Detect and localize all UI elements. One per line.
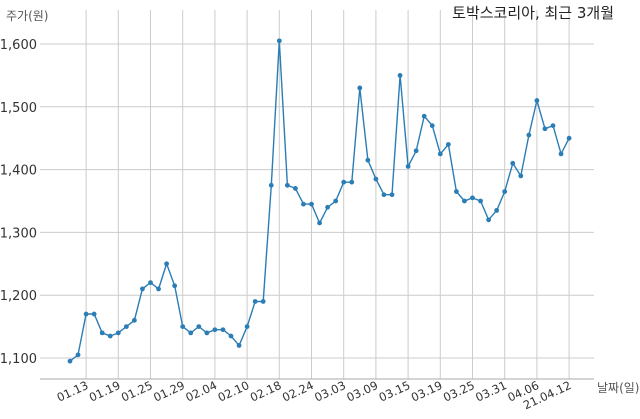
grid xyxy=(40,10,594,379)
chart-title: 토박스코리아, 최근 3개월 xyxy=(452,4,614,22)
data-point xyxy=(373,176,379,182)
x-tick-label: 03.31 xyxy=(473,378,509,405)
x-tick-label: 01.19 xyxy=(87,378,123,405)
data-point xyxy=(349,179,355,185)
data-point xyxy=(196,324,202,329)
x-tick-label: 02.04 xyxy=(183,378,219,405)
x-tick-labels: 01.1301.1901.2501.2902.0402.1002.1802.24… xyxy=(55,378,574,412)
x-tick-label: 03.09 xyxy=(344,378,380,405)
data-point xyxy=(172,283,178,289)
data-point xyxy=(75,352,81,358)
data-point xyxy=(276,38,282,44)
data-point xyxy=(180,324,186,329)
data-point xyxy=(413,148,419,154)
data-point xyxy=(293,186,298,191)
price-line xyxy=(69,40,570,362)
data-point xyxy=(284,182,290,188)
data-point xyxy=(365,157,371,163)
data-point xyxy=(325,204,330,210)
data-point xyxy=(309,201,314,207)
data-point xyxy=(542,126,548,132)
data-point xyxy=(244,324,250,329)
y-tick-label: 1,100 xyxy=(0,352,37,367)
data-point xyxy=(228,333,234,339)
data-point xyxy=(454,189,459,194)
data-point xyxy=(526,132,532,138)
data-point xyxy=(494,208,500,213)
data-point xyxy=(260,299,266,304)
data-point xyxy=(566,135,572,141)
data-point xyxy=(204,330,210,336)
data-point xyxy=(236,343,242,348)
data-point xyxy=(558,151,564,157)
x-tick-label: 03.19 xyxy=(409,378,445,405)
data-point xyxy=(212,327,218,333)
x-tick-label: 01.25 xyxy=(119,378,155,405)
data-point xyxy=(486,217,491,223)
data-point xyxy=(107,333,113,339)
data-point xyxy=(357,85,363,91)
x-tick-label: 02.24 xyxy=(280,378,316,405)
data-point xyxy=(550,123,556,129)
data-point xyxy=(99,330,105,336)
price-points xyxy=(67,38,572,364)
data-point xyxy=(462,198,467,204)
data-point xyxy=(148,280,153,286)
data-point xyxy=(389,192,395,198)
data-point xyxy=(341,179,347,185)
data-point xyxy=(510,160,516,166)
data-point xyxy=(437,151,443,157)
data-point xyxy=(164,261,170,267)
y-tick-label: 1,300 xyxy=(0,226,37,241)
y-tick-label: 1,600 xyxy=(0,38,37,53)
data-point xyxy=(156,286,161,292)
data-point xyxy=(140,286,145,292)
data-point xyxy=(67,358,73,364)
price-series xyxy=(67,38,572,364)
x-tick-label: 01.13 xyxy=(55,378,91,405)
data-point xyxy=(405,164,411,169)
x-tick-label: 02.18 xyxy=(248,378,284,405)
data-point xyxy=(220,327,226,333)
x-tick-label: 02.10 xyxy=(216,378,252,405)
y-tick-label: 1,200 xyxy=(0,289,37,304)
data-point xyxy=(445,142,451,147)
x-tick-label: 03.25 xyxy=(441,378,477,405)
data-point xyxy=(397,73,403,78)
data-point xyxy=(470,195,475,201)
data-point xyxy=(381,192,387,198)
data-point xyxy=(252,299,258,304)
data-point xyxy=(123,324,129,329)
data-point xyxy=(429,123,435,129)
y-tick-label: 1,500 xyxy=(0,101,37,116)
data-point xyxy=(317,220,322,226)
y-tick-labels: 1,100 1,200 1,300 1,400 1,500 1,600 xyxy=(0,38,37,367)
data-point xyxy=(83,311,89,317)
x-axis-title: 날짜(일) xyxy=(597,381,639,395)
x-tick-label: 03.15 xyxy=(377,378,413,405)
data-point xyxy=(518,173,524,179)
y-axis-title: 주가(원) xyxy=(6,9,48,23)
data-point xyxy=(333,198,339,204)
x-tick-label: 01.29 xyxy=(151,378,187,405)
data-point xyxy=(268,182,274,188)
data-point xyxy=(132,317,137,323)
data-point xyxy=(301,201,306,207)
x-tick-label: 03.03 xyxy=(312,378,348,405)
y-tick-label: 1,400 xyxy=(0,164,37,179)
data-point xyxy=(502,189,508,194)
data-point xyxy=(421,113,427,119)
data-point xyxy=(188,330,194,336)
data-point xyxy=(115,330,121,336)
data-point xyxy=(534,98,540,103)
data-point xyxy=(478,198,483,204)
data-point xyxy=(91,311,97,317)
